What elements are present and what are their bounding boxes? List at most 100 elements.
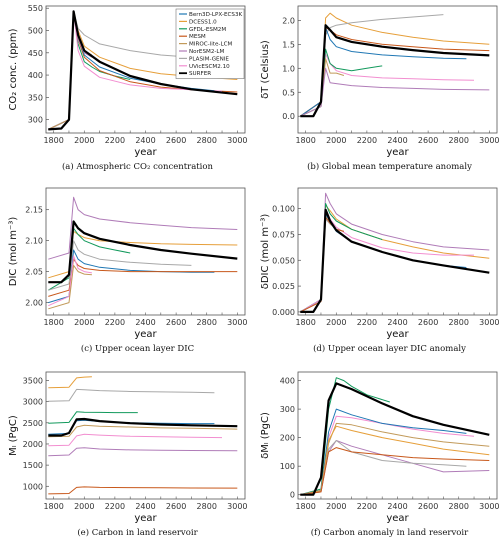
y-tick-label: 550 <box>28 4 43 13</box>
legend-item: MESM <box>179 34 206 40</box>
series-group <box>300 377 490 496</box>
series-line-gfdl-esm2m <box>48 411 138 424</box>
x-tick-label: 2400 <box>387 318 407 327</box>
y-tick-label: 400 <box>28 71 43 80</box>
y-tick-label: 1.5 <box>282 40 295 49</box>
chart-panel-2: 0.0 0.5 1.0 1.5 2.0 1800 2000 2200 2400 2600 2800 3… <box>260 5 500 172</box>
x-tick-label: 2000 <box>74 502 94 511</box>
x-tick-label: 3000 <box>479 318 499 327</box>
series-line-dcess1-0 <box>300 425 490 496</box>
y-axis-label: δMₗ (PgC) <box>260 412 271 459</box>
series-group <box>48 376 238 495</box>
y-tick-label: 2.0 <box>282 16 295 25</box>
x-tick-label: 2200 <box>357 318 377 327</box>
y-tick-label: 2.15 <box>25 206 43 215</box>
y-tick-label: 2.00 <box>25 299 43 308</box>
x-tick-label: 3000 <box>479 502 499 511</box>
legend-item: SURFER <box>179 71 211 77</box>
series-line-uvicescm2-10 <box>300 53 475 117</box>
y-tick-label: 3000 <box>23 398 43 407</box>
y-tick-label: 3500 <box>23 376 43 385</box>
legend-label: MESM <box>189 34 206 40</box>
x-tick-label: 1800 <box>43 136 63 145</box>
series-line-bern3d-lpx-ecs3k <box>300 408 467 496</box>
x-tick-label: 2200 <box>357 136 377 145</box>
x-tick-label: 1800 <box>295 136 315 145</box>
x-tick-label: 2200 <box>105 318 125 327</box>
legend-label: GFDL-ESM2M <box>189 27 226 33</box>
chart-panel-3: 2.00 2.05 2.10 2.15 1800 2000 2200 2400 2600 2800… <box>8 187 248 354</box>
x-tick-label: 2800 <box>449 502 469 511</box>
y-tick-label: 400 <box>280 377 295 386</box>
series-line-uvicescm2-10 <box>48 255 92 307</box>
x-tick-label: 2200 <box>105 502 125 511</box>
y-tick-label: 1500 <box>23 461 43 470</box>
x-axis-label: year <box>134 329 157 340</box>
series-group <box>300 192 490 313</box>
y-tick-label: 0.5 <box>282 88 295 97</box>
y-tick-label: 300 <box>280 405 295 414</box>
legend-label: UVicESCM2.10 <box>189 64 230 70</box>
x-tick-label: 2400 <box>387 136 407 145</box>
chart-panel-4: 0.000 0.025 0.050 0.075 0.100 1800 2000 2200 240… <box>260 187 500 354</box>
x-tick-label: 2600 <box>418 318 438 327</box>
x-tick-label: 2600 <box>166 136 186 145</box>
legend-label: NorESM2-LM <box>189 49 225 55</box>
chart-panel-5: 1000 1500 2000 2500 3000 3500 1800 2000 2200 2400… <box>8 371 248 538</box>
x-tick-label: 2800 <box>197 318 217 327</box>
series-line-noresm2-lm <box>48 196 238 260</box>
x-tick-label: 3000 <box>227 136 247 145</box>
x-tick-label: 2600 <box>418 502 438 511</box>
panel-caption: (b) Global mean temperature anomaly <box>307 161 472 172</box>
series-line-mesm <box>300 27 490 117</box>
legend-label: SURFER <box>189 71 211 77</box>
x-axis-label: year <box>134 513 157 524</box>
plot-frame <box>297 5 498 134</box>
y-tick-label: 200 <box>280 434 295 443</box>
series-line-noresm2-lm <box>300 67 490 117</box>
series-line-uvicescm2-10 <box>300 208 474 313</box>
legend-item: UVicESCM2.10 <box>179 64 230 70</box>
legend-item: DCESS1.0 <box>179 19 217 25</box>
series-line-miroc-lite-lcm <box>48 264 92 310</box>
x-tick-label: 1800 <box>43 502 63 511</box>
x-tick-label: 3000 <box>227 318 247 327</box>
y-tick-label: 0.050 <box>272 256 295 265</box>
legend-item: GFDL-ESM2M <box>179 27 226 33</box>
y-tick-label: 1000 <box>23 482 43 491</box>
panel-caption: (f) Carbon anomaly in land reservoir <box>311 527 469 538</box>
series-line-noresm2-lm <box>48 447 238 457</box>
legend-item: PLASIM-GENIE <box>179 56 229 62</box>
panel-caption: (c) Upper ocean layer DIC <box>81 343 194 354</box>
legend-item: MIROC-lite-LCM <box>179 42 232 48</box>
x-tick-label: 1800 <box>295 318 315 327</box>
x-tick-label: 2400 <box>135 502 155 511</box>
series-line-gfdl-esm2m <box>48 227 131 291</box>
legend-label: PLASIM-GENIE <box>189 56 229 62</box>
legend-item: NorESM2-LM <box>179 49 225 55</box>
series-line-dcess1-0 <box>48 376 92 389</box>
plot-frame <box>297 187 498 316</box>
x-tick-label: 1800 <box>295 502 315 511</box>
y-tick-label: 100 <box>280 462 295 471</box>
y-axis-label: Mₗ (PgC) <box>8 415 19 456</box>
y-tick-label: 0.025 <box>272 282 295 291</box>
x-tick-label: 2400 <box>135 136 155 145</box>
series-line-mesm <box>48 486 238 495</box>
series-line-uvicescm2-10 <box>48 433 223 447</box>
y-tick-label: 0.100 <box>272 205 295 214</box>
chart-panel-1: 300 350 400 450 500 550 1800 2000 2200 2400 2600 28… <box>8 4 248 172</box>
series-line-surfer <box>48 220 238 284</box>
x-axis-label: year <box>386 513 409 524</box>
x-tick-label: 2200 <box>357 502 377 511</box>
series-line-miroc-lite-lcm <box>48 424 238 438</box>
panel-caption: (a) Atmospheric CO₂ concentration <box>62 161 214 172</box>
series-line-mesm <box>300 447 490 496</box>
series-group <box>48 196 238 310</box>
x-tick-label: 2000 <box>326 136 346 145</box>
x-tick-label: 3000 <box>479 136 499 145</box>
series-line-surfer <box>300 382 490 496</box>
panel-caption: (e) Carbon in land reservoir <box>77 527 198 538</box>
